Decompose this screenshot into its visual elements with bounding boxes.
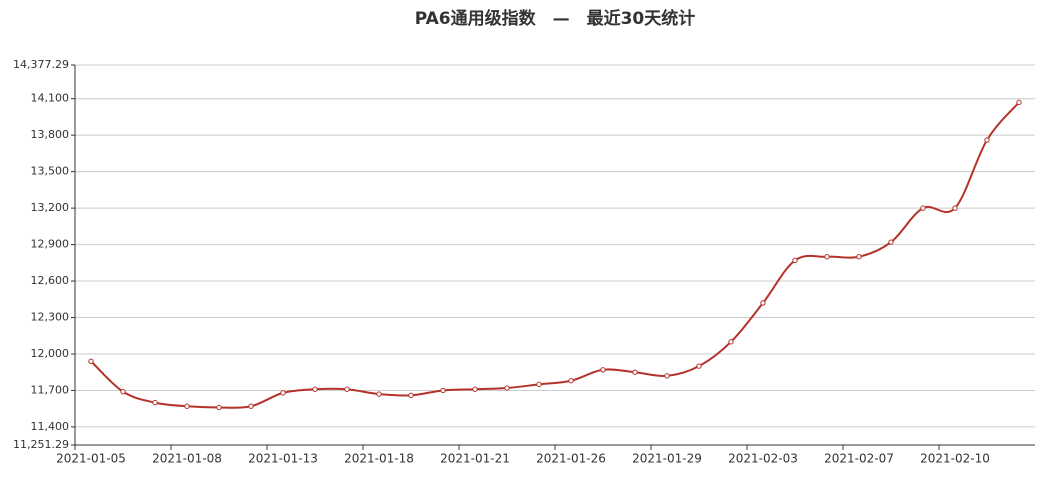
- point: [664, 373, 670, 379]
- x-tick-label: 2021-01-18: [344, 452, 414, 466]
- x-tick-label: 2021-02-10: [920, 452, 990, 466]
- x-tick-label: 2021-01-26: [536, 452, 606, 466]
- point: [856, 254, 862, 260]
- y-tick-label: 11,700: [31, 383, 70, 396]
- y-tick-label: 12,900: [31, 238, 70, 251]
- y-tick-label: 12,300: [31, 311, 70, 324]
- y-tick-label: 12,000: [31, 347, 70, 360]
- x-tick-label: 2021-02-03: [728, 452, 798, 466]
- point: [120, 388, 126, 395]
- y-tick-label: 11,400: [31, 420, 70, 433]
- y-tick-label: 13,800: [31, 128, 70, 141]
- point: [728, 339, 734, 345]
- point: [696, 363, 702, 369]
- point: [248, 403, 254, 409]
- x-tick-label: 2021-01-05: [56, 452, 126, 466]
- point: [1016, 99, 1022, 106]
- y-tick-label: 13,500: [31, 165, 70, 178]
- point: [920, 205, 926, 211]
- point: [376, 391, 382, 397]
- x-tick-label: 2021-01-08: [152, 452, 222, 466]
- y-tick-label: 14,377.29: [13, 58, 69, 71]
- point: [568, 378, 574, 384]
- point: [600, 367, 606, 373]
- x-tick-label: 2021-01-29: [632, 452, 702, 466]
- point: [952, 205, 958, 211]
- point: [216, 404, 222, 411]
- point: [184, 403, 190, 409]
- line: [90, 101, 1020, 409]
- point: [280, 390, 286, 396]
- point: [312, 386, 318, 392]
- point: [536, 381, 542, 388]
- y-tick-label: 14,100: [31, 92, 70, 105]
- point: [344, 386, 350, 392]
- point: [888, 239, 894, 245]
- point: [88, 358, 94, 364]
- chart-title: PA6通用级指数 — 最近30天统计: [415, 8, 696, 29]
- x-tick-label: 2021-01-21: [440, 452, 510, 466]
- y-tick-label: 11,251.29: [13, 438, 69, 451]
- x-tick-label: 2021-02-07: [824, 452, 894, 466]
- point: [984, 137, 990, 143]
- point: [792, 257, 798, 264]
- point: [408, 392, 414, 399]
- point: [504, 385, 510, 391]
- point: [152, 399, 158, 406]
- point: [760, 300, 766, 306]
- point: [632, 369, 638, 375]
- y-tick-label: 13,200: [31, 201, 70, 214]
- x-tick-label: 2021-01-13: [248, 452, 318, 466]
- point: [472, 386, 478, 392]
- y-tick-label: 12,600: [31, 274, 70, 287]
- point: [824, 254, 830, 260]
- point: [440, 387, 446, 394]
